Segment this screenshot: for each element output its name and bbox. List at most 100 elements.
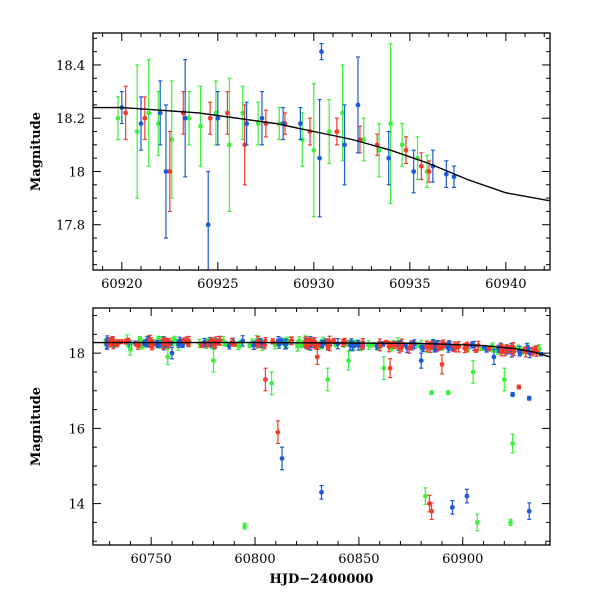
data-point-blue [342,104,347,186]
data-point-green [415,136,420,181]
data-point-green [429,390,434,396]
data-point-red [167,130,173,213]
data-point-green [388,43,394,205]
data-point-blue [138,96,144,151]
band-point-red [499,345,504,357]
bottom-panel-ylabel: Magnitude [29,387,44,466]
band-point-red [160,339,166,350]
data-point-green [376,122,382,178]
data-point-green [510,433,516,454]
data-point-blue [491,348,497,366]
data-point-red [314,348,320,366]
data-point-blue [317,98,322,218]
data-point-red [439,354,445,375]
data-point-green [242,522,248,530]
y-tick-label: 18.4 [56,59,85,74]
data-point-green [474,513,480,532]
data-point-red [207,101,213,135]
data-point-green [346,350,351,371]
data-point-blue [451,165,457,189]
data-point-blue [205,170,211,270]
data-point-blue [215,90,221,146]
top-panel-marks [93,43,550,270]
data-point-red [263,109,269,138]
data-point-green [134,64,140,199]
band-point-blue [419,344,425,350]
y-tick-label: 18.2 [56,112,85,127]
data-point-blue [157,80,163,146]
data-point-red [142,96,148,141]
bottom-panel: 60750 60800 60850 60900 14 16 18 Magnitude HJD… [29,307,551,587]
data-point-blue [279,446,285,471]
data-point-green [381,356,387,381]
model-curve [93,341,550,358]
data-point-red [418,152,424,181]
data-point-blue [449,500,455,515]
data-point-red [374,133,380,157]
x-tick-label: 60935 [389,277,430,292]
data-point-blue [319,43,324,61]
x-tick-label: 60920 [101,277,142,292]
data-point-green [422,487,428,505]
top-panel-ylabel: Magnitude [29,112,44,191]
data-point-green [127,343,133,356]
data-point-red [516,384,522,390]
y-tick-label: 17.8 [56,219,85,234]
bottom-panel-ticks: 60750 60800 60850 60900 14 16 18 [68,308,550,567]
data-point-green [165,348,171,366]
plot-area [93,43,550,270]
data-point-green [361,117,367,162]
data-point-green [146,59,152,167]
plot-area [93,334,550,532]
x-tick-label: 60800 [234,552,275,567]
top-panel: 60920 60925 60930 60935 6094017.81818.218.4 … [29,32,551,292]
data-point-green [445,390,451,396]
data-point-blue [319,484,324,500]
x-tick-label: 60900 [442,552,483,567]
data-point-blue [464,488,470,504]
band-point-red [424,340,430,352]
data-point-blue [169,346,175,360]
data-point-green [470,360,476,384]
data-point-red [426,160,432,183]
band-point-red [473,348,479,354]
x-tick-label: 60850 [338,552,379,567]
data-point-green [326,98,332,165]
data-point-green [115,96,121,141]
data-point-red [263,367,268,392]
data-point-green [399,122,405,167]
x-tick-label: 60940 [485,277,526,292]
model-curve [93,106,550,202]
data-point-green [226,77,232,213]
band-point-red [118,339,124,345]
data-point-blue [244,101,250,146]
data-point-blue [297,106,303,141]
y-tick-label: 18 [68,165,85,180]
data-point-red [429,502,434,521]
data-point-red [403,136,409,165]
data-point-blue [526,395,532,401]
data-point-red [334,117,340,146]
data-point-red [123,85,129,141]
data-point-red [225,90,230,135]
data-point-green [501,367,507,392]
data-point-green [269,371,275,396]
x-tick-label: 60925 [197,277,238,292]
band-point-green [172,335,178,345]
band-point-blue [356,339,361,351]
data-point-blue [526,502,532,521]
top-panel-ticks: 60920 60925 60930 60935 60940 17.8 18 18.2 18.4 [56,33,550,292]
data-point-green [311,82,317,218]
data-point-blue [182,59,188,178]
data-point-blue [163,104,169,239]
data-point-blue [510,392,516,398]
band-point-red [383,339,389,345]
data-point-green [198,85,203,167]
data-point-green [240,85,246,141]
data-point-green [508,518,513,527]
x-tick-label: 60930 [293,277,334,292]
data-point-green [325,367,331,392]
data-point-blue [418,352,424,369]
data-point-green [211,348,216,373]
